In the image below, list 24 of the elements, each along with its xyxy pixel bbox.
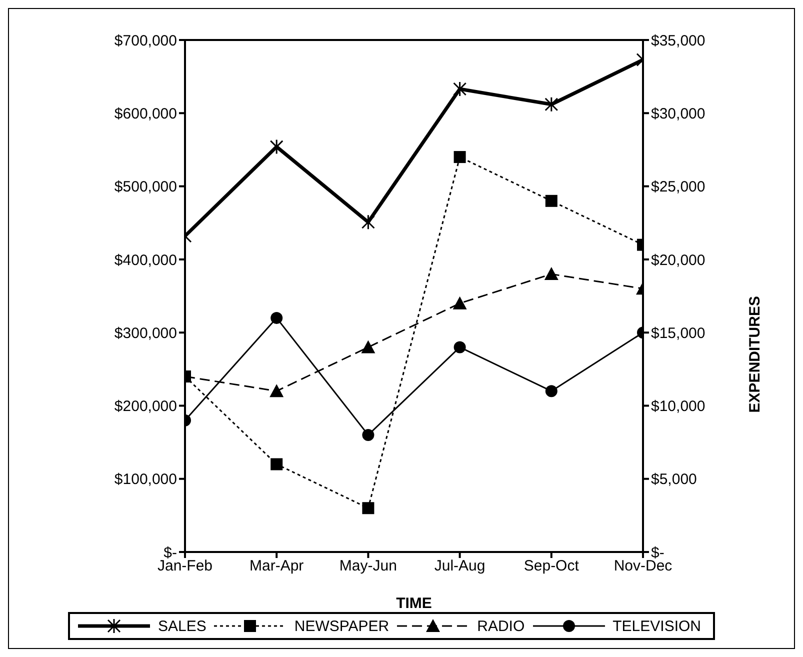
y2-axis-title: EXPENDITURES [746,296,764,413]
y-tick-label: $400,000 [114,252,177,269]
y2-tick-label: $25,000 [651,178,706,196]
y2-tick-label: $35,000 [651,32,706,50]
legend-label: NEWSPAPER [294,618,390,634]
x-tick-label: Mar-Apr [250,558,304,575]
x-tick-label: Sep-Oct [524,558,580,575]
y-tick-label: $300,000 [114,324,177,342]
y2-tick-label: $10,000 [651,398,706,416]
y2-tick-label: $30,000 [651,105,706,122]
x-tick-label: Jul-Aug [434,558,486,575]
y-tick-label: $200,000 [114,398,177,416]
y2-tick-label: $15,000 [651,324,706,342]
y-tick-label: $500,000 [114,178,177,196]
legend-label: RADIO [477,618,525,634]
y-tick-label: $100,000 [114,471,177,488]
legend-label: TELEVISION [612,618,701,634]
y2-tick-label: $20,000 [651,252,706,269]
x-tick-label: May-Jun [339,558,397,575]
legend-label: SALES [158,618,206,634]
x-axis-title: TIME [396,595,432,612]
y-tick-label: $700,000 [114,32,177,50]
y2-tick-label: $5,000 [651,471,697,488]
y-tick-label: $600,000 [114,105,177,122]
